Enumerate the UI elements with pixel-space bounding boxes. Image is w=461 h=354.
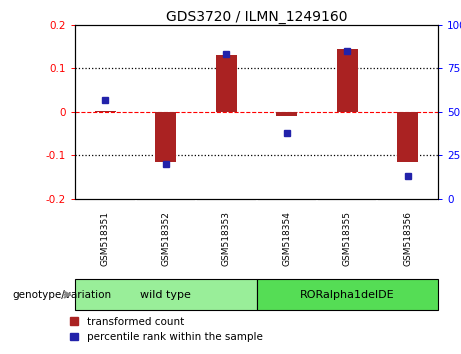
Text: GSM518354: GSM518354 — [282, 211, 291, 266]
Text: GSM518355: GSM518355 — [343, 211, 352, 266]
Text: GSM518353: GSM518353 — [222, 211, 231, 266]
Text: GSM518352: GSM518352 — [161, 211, 171, 266]
Bar — [75, 279, 257, 310]
Bar — [95, 111, 116, 112]
Text: GSM518351: GSM518351 — [101, 211, 110, 266]
Title: GDS3720 / ILMN_1249160: GDS3720 / ILMN_1249160 — [166, 10, 347, 24]
Bar — [216, 55, 237, 112]
Bar — [155, 112, 177, 162]
Text: GSM518356: GSM518356 — [403, 211, 412, 266]
Text: RORalpha1delDE: RORalpha1delDE — [300, 290, 395, 300]
Legend: transformed count, percentile rank within the sample: transformed count, percentile rank withi… — [66, 313, 267, 346]
Bar — [397, 112, 418, 162]
Bar — [276, 112, 297, 116]
Bar — [257, 279, 438, 310]
Bar — [337, 49, 358, 112]
Text: wild type: wild type — [141, 290, 191, 300]
Text: genotype/variation: genotype/variation — [12, 290, 112, 300]
